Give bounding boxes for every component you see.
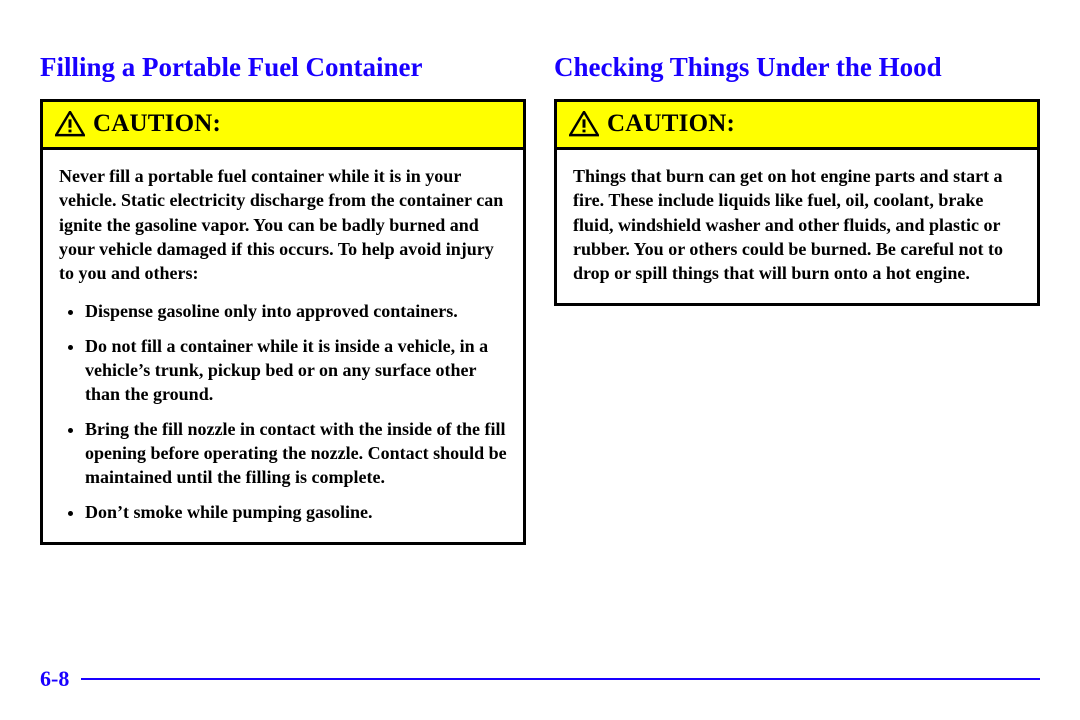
section-title-right: Checking Things Under the Hood xyxy=(554,52,1040,83)
caution-bullets-left: Dispense gasoline only into approved con… xyxy=(59,299,507,523)
footer-rule xyxy=(81,678,1040,680)
caution-box-right: CAUTION: Things that burn can get on hot… xyxy=(554,99,1040,306)
caution-label-right: CAUTION: xyxy=(607,110,735,138)
left-column: Filling a Portable Fuel Container CAUTIO… xyxy=(40,52,526,545)
page-content: Filling a Portable Fuel Container CAUTIO… xyxy=(0,0,1080,545)
bullet-item: Bring the fill nozzle in contact with th… xyxy=(85,417,507,490)
page-number: 6-8 xyxy=(40,666,69,692)
caution-label-left: CAUTION: xyxy=(93,110,221,138)
bullet-item: Don’t smoke while pumping gasoline. xyxy=(85,500,507,524)
bullet-item: Dispense gasoline only into approved con… xyxy=(85,299,507,323)
warning-triangle-icon xyxy=(55,111,85,137)
section-title-left: Filling a Portable Fuel Container xyxy=(40,52,526,83)
caution-body-right: Things that burn can get on hot engine p… xyxy=(557,150,1037,303)
caution-header-right: CAUTION: xyxy=(557,102,1037,150)
page-footer: 6-8 xyxy=(40,666,1040,692)
caution-text-right: Things that burn can get on hot engine p… xyxy=(573,164,1021,285)
bullet-item: Do not fill a container while it is insi… xyxy=(85,334,507,407)
warning-triangle-icon xyxy=(569,111,599,137)
caution-box-left: CAUTION: Never fill a portable fuel cont… xyxy=(40,99,526,545)
caution-intro-left: Never fill a portable fuel container whi… xyxy=(59,164,507,285)
caution-header-left: CAUTION: xyxy=(43,102,523,150)
right-column: Checking Things Under the Hood CAUTION: … xyxy=(554,52,1040,545)
caution-body-left: Never fill a portable fuel container whi… xyxy=(43,150,523,542)
